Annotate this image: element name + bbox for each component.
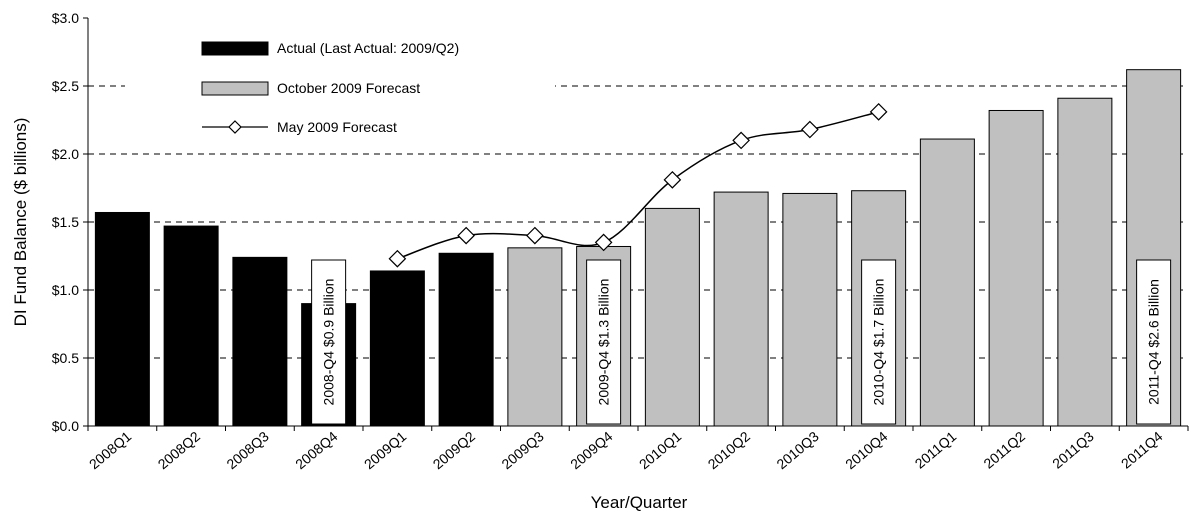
y-tick-label: $1.0 — [52, 282, 79, 298]
legend: Actual (Last Actual: 2009/Q2) October 200… — [125, 30, 555, 148]
bar — [644, 207, 700, 427]
x-tick-label: 2010Q2 — [705, 428, 754, 472]
legend-swatch — [201, 41, 269, 56]
bar — [232, 256, 288, 427]
bar — [438, 252, 494, 427]
data-point — [869, 102, 888, 121]
legend-box — [125, 30, 555, 148]
bar — [507, 247, 563, 427]
line-series — [388, 102, 888, 268]
x-tick-label: 2009Q2 — [430, 428, 479, 472]
annotation-label: 2011-Q4 $2.6 Billion — [1146, 279, 1162, 405]
data-point — [526, 226, 544, 245]
annotations: 2008-Q4 $0.9 Billion 2009-Q4 $1.3 Billion… — [311, 259, 1172, 425]
legend-marker — [228, 120, 242, 134]
x-tick-label: 2008Q3 — [223, 428, 272, 472]
x-tick-label: 2009Q3 — [498, 428, 547, 472]
x-tick-label: 2011Q1 — [912, 428, 960, 472]
annotation-box — [1136, 259, 1172, 425]
annotation-box — [861, 259, 897, 425]
y-tick-label: $0.0 — [52, 418, 79, 434]
x-tick-label: 2009Q4 — [567, 428, 616, 472]
x-tick-label: 2010Q4 — [842, 428, 891, 472]
y-tick-label: $3.0 — [52, 10, 79, 26]
x-tick-label: 2010Q3 — [773, 428, 822, 472]
bar — [94, 211, 150, 427]
y-tick-label: $2.5 — [52, 78, 79, 94]
annotation-box — [586, 259, 622, 425]
y-tick-label: $0.5 — [52, 350, 79, 366]
bar — [163, 225, 219, 427]
x-tick-label: 2011Q4 — [1118, 428, 1166, 472]
bar — [919, 138, 975, 427]
bar — [369, 270, 425, 427]
x-tick-label: 2010Q1 — [636, 428, 685, 472]
x-tick-label: 2011Q3 — [1049, 428, 1097, 472]
x-tick-label: 2008Q2 — [155, 428, 204, 472]
x-tick-label: 2009Q1 — [361, 428, 410, 472]
x-tick-label: 2008Q1 — [86, 428, 135, 472]
annotation-label: 2008-Q4 $0.9 Billion — [321, 279, 337, 406]
annotation-box — [311, 259, 347, 425]
bar — [782, 192, 838, 427]
y-axis-title: DI Fund Balance ($ billions) — [11, 118, 30, 327]
legend-label: Actual (Last Actual: 2009/Q2) — [277, 40, 459, 56]
x-tick-label: 2008Q4 — [292, 428, 341, 472]
data-point — [732, 131, 750, 150]
y-tick-label: $2.0 — [52, 146, 79, 162]
x-tick-label: 2011Q2 — [980, 428, 1028, 472]
data-point — [457, 226, 475, 245]
data-point — [594, 233, 613, 252]
annotation-label: 2009-Q4 $1.3 Billion — [596, 279, 612, 406]
legend-label: May 2009 Forecast — [277, 119, 397, 135]
legend-swatch — [201, 81, 269, 96]
data-point — [801, 120, 819, 139]
bar — [1057, 97, 1113, 427]
legend-label: October 2009 Forecast — [277, 80, 420, 96]
data-point — [663, 170, 682, 189]
data-point — [388, 249, 407, 268]
bar — [713, 191, 769, 427]
annotation-label: 2010-Q4 $1.7 Billion — [871, 279, 887, 406]
bar — [988, 109, 1044, 427]
x-axis-title: Year/Quarter — [591, 493, 688, 512]
y-tick-label: $1.5 — [52, 214, 79, 230]
